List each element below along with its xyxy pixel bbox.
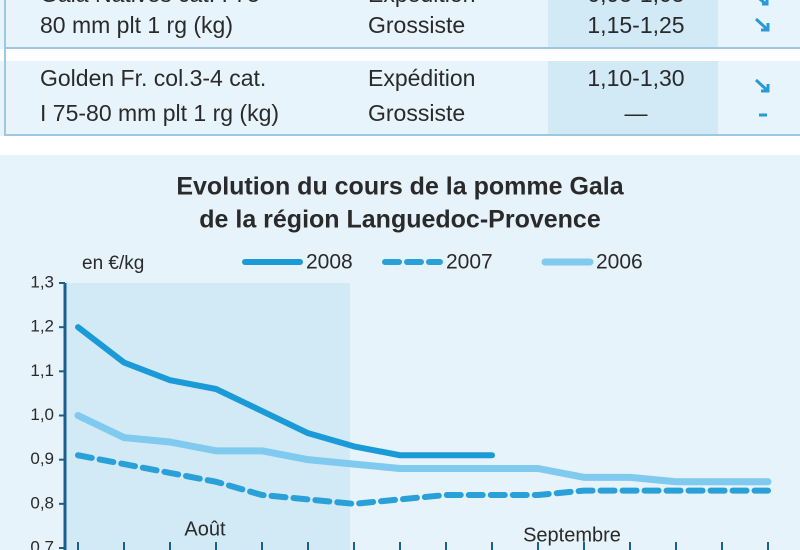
chart: Evolution du cours de la pomme Gala de la… [30,173,772,550]
y-axis-label: en €/kg [82,253,144,274]
sale-type: Expédition [368,0,475,7]
row-gap [0,49,800,61]
chart-title: Evolution du cours de la pomme Gala [176,173,624,201]
y-tick-label: 1,3 [30,272,54,291]
sale-type: Grossiste [368,100,465,126]
series-line [75,324,495,459]
price: 1,10-1,30 [587,65,684,91]
price-cell [548,0,718,49]
product: 80 mm plt 1 rg (kg) [40,12,233,38]
sale-type: Grossiste [368,12,465,38]
series-line [74,412,772,486]
arrow-down [754,17,770,32]
table: Gala Natives cat. I 75- Expédition 0,95-1,… [40,0,685,126]
y-tick-label: 0,7 [30,537,54,550]
y-tick-label: 1,2 [30,317,54,336]
chart-title: de la région Languedoc-Provence [199,206,601,234]
month-band [65,283,350,550]
price: — [625,100,648,126]
legend-label: 2006 [596,251,643,274]
y-tick-label: 0,9 [30,449,54,468]
month-label: Septembre [523,524,621,546]
arrow-down [754,78,770,93]
sale-type: Expédition [368,65,475,91]
month-label: Août [184,518,226,540]
price-cell [548,61,718,136]
product: I 75-80 mm plt 1 rg (kg) [40,100,279,126]
y-tick-label: 0,8 [30,493,54,512]
price: 1,15-1,25 [587,12,684,38]
y-tick-label: 1,0 [30,405,54,424]
series-line [75,452,771,507]
legend-label: 2007 [446,251,493,274]
arrow-up [758,0,769,6]
legend-label: 2008 [306,251,353,274]
product: Gala Natives cat. I 75- [40,0,268,7]
price: 0,95-1,05 [587,0,684,7]
y-tick-label: 1,1 [30,361,54,380]
trend-icons [754,0,770,117]
product: Golden Fr. col.3-4 cat. [40,65,266,91]
